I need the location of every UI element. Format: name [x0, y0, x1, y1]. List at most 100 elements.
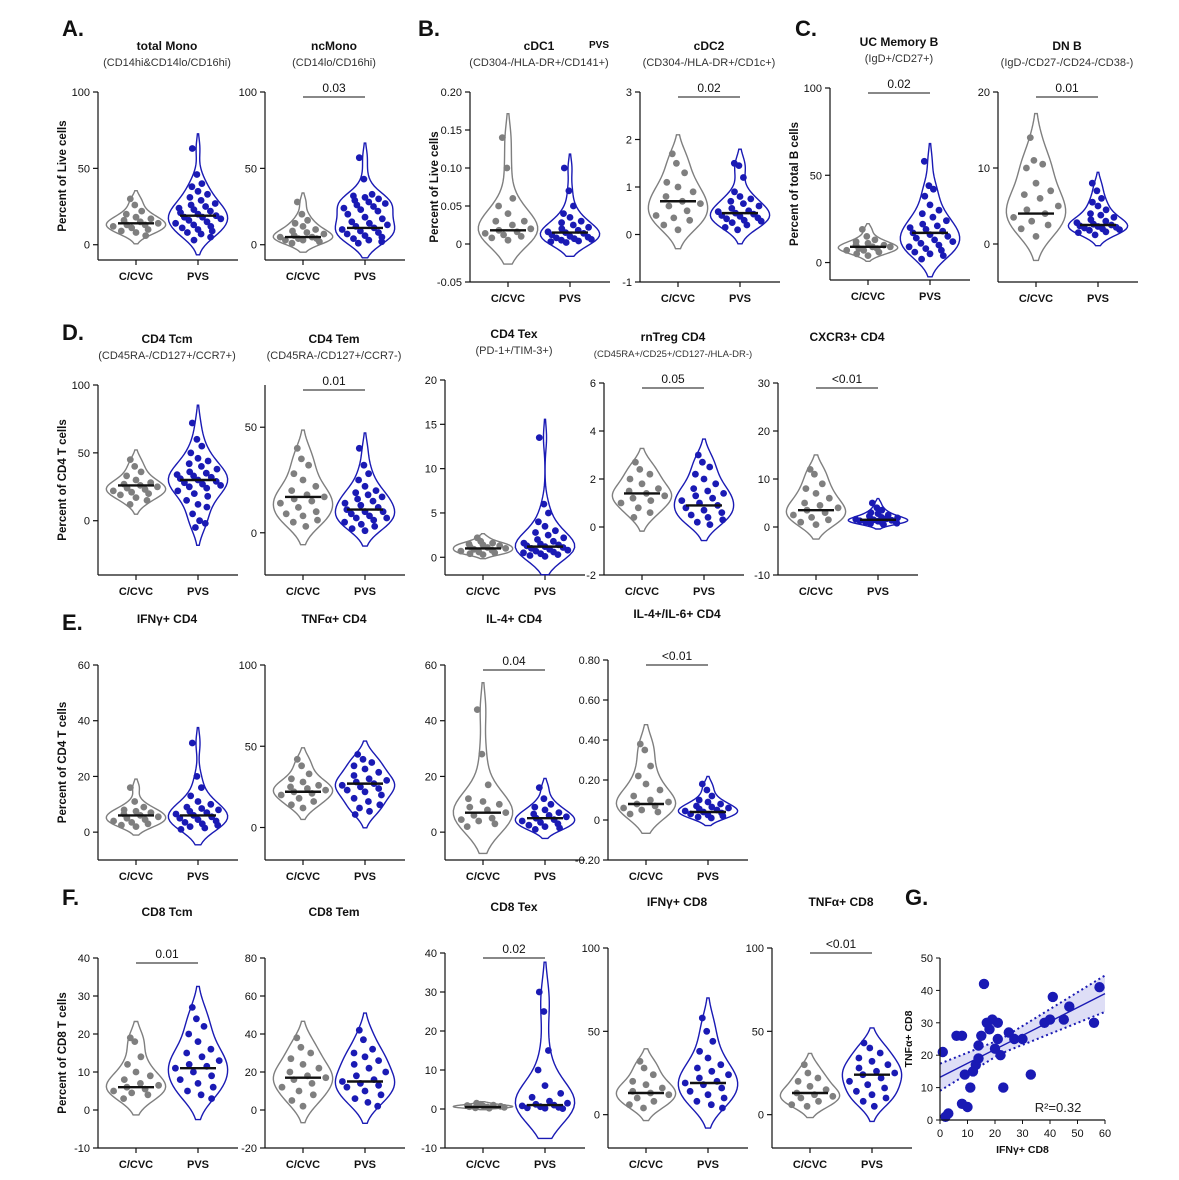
data-point — [213, 465, 221, 473]
data-point — [378, 215, 386, 223]
data-point — [1026, 134, 1034, 142]
y-tick-label: 0.10 — [441, 163, 462, 175]
data-point — [569, 221, 577, 229]
data-point — [187, 449, 195, 457]
chart-panel-3: cDC2 (CD304-/HLA-DR+/CD1c+) -1 0 1 2 3 C/CVC PVS… — [622, 39, 780, 305]
data-point — [626, 475, 634, 483]
data-point — [704, 1054, 712, 1062]
data-point — [526, 552, 534, 559]
data-point — [577, 217, 585, 225]
data-point — [369, 1045, 376, 1053]
violin-pvs — [677, 775, 739, 827]
data-point — [188, 145, 196, 152]
data-point — [735, 162, 743, 170]
data-point — [706, 521, 714, 528]
y-tick-label: 0 — [431, 1104, 437, 1116]
violin-control — [105, 778, 167, 836]
data-point — [348, 218, 356, 226]
data-point — [361, 232, 369, 240]
y-tick-label: 30 — [758, 378, 770, 390]
data-point — [709, 1037, 717, 1045]
data-point — [375, 229, 382, 236]
violin-control — [272, 747, 334, 821]
violin-control — [272, 429, 334, 546]
data-point — [696, 1074, 703, 1082]
violin-pvs — [514, 418, 576, 576]
data-point — [351, 811, 359, 818]
chart-panel-1: ncMono (CD14lo/CD16hi) 0 50 100 C/CVC PVS 0.03 — [239, 39, 405, 283]
data-point — [137, 468, 145, 476]
violin-control — [452, 533, 514, 560]
confidence-upper — [939, 974, 1106, 1065]
data-point — [720, 490, 727, 497]
data-point — [376, 801, 384, 809]
data-point — [504, 210, 512, 218]
data-point — [351, 1095, 359, 1102]
violin-control — [837, 222, 899, 262]
data-point — [185, 216, 193, 224]
data-point — [132, 1068, 140, 1076]
data-point — [368, 759, 376, 766]
data-point — [194, 187, 202, 195]
data-point — [655, 485, 662, 492]
data-point — [383, 514, 391, 522]
chart-title: IFNγ+ CD4 — [137, 612, 198, 626]
chart-title: CD8 Tcm — [141, 905, 192, 919]
data-point — [956, 1030, 968, 1042]
data-point — [479, 551, 487, 558]
data-point — [1102, 206, 1110, 214]
data-point — [353, 201, 361, 209]
data-point — [535, 988, 543, 996]
data-point — [725, 1071, 732, 1079]
data-point — [708, 792, 716, 800]
data-point — [286, 1068, 294, 1076]
data-point — [146, 1072, 154, 1080]
chart-panel-10: CXCR3+ CD4 -10 0 10 20 30 C/CVC PVS <0.01 — [754, 330, 918, 598]
chart-title: rnTreg CD4 — [641, 330, 706, 344]
violin-control — [105, 449, 167, 515]
data-point — [295, 794, 303, 802]
data-point — [299, 236, 307, 244]
data-point — [184, 1087, 191, 1095]
data-point — [703, 786, 711, 794]
data-point — [719, 812, 727, 820]
data-point — [478, 750, 486, 758]
data-point — [208, 227, 216, 235]
data-point — [132, 229, 140, 236]
data-point — [299, 512, 307, 520]
data-point — [341, 499, 349, 507]
data-point — [369, 497, 377, 505]
data-point — [630, 514, 638, 521]
y-tick-label: 0 — [251, 528, 257, 540]
panel-letter: F. — [62, 885, 79, 910]
data-point — [834, 504, 842, 512]
data-point — [559, 1105, 567, 1112]
violin-pvs — [841, 1027, 903, 1123]
data-point — [297, 1043, 305, 1051]
y-axis-label: Percent of total B cells — [789, 122, 801, 246]
chart-title: ncMono — [311, 39, 357, 53]
y-tick-label: -20 — [241, 1143, 257, 1155]
data-point — [535, 434, 543, 441]
data-point — [864, 252, 872, 259]
data-point — [178, 224, 186, 232]
chart-subtitle: (CD14hi&CD14lo/CD16hi) — [103, 57, 231, 69]
data-point — [723, 215, 730, 223]
data-point — [144, 820, 152, 828]
chart-subtitle: (CD14lo/CD16hi) — [292, 57, 376, 69]
chart-panel-correlation: 0 10 20 30 40 50 0 10 20 30 40 50 60 IFNγ+ CD8 TNFα+ C… — [903, 953, 1111, 1156]
x-tick-label: 40 — [1044, 1128, 1056, 1140]
data-point — [207, 233, 215, 241]
data-point — [943, 217, 950, 225]
data-point — [181, 819, 189, 826]
data-point — [293, 755, 301, 763]
data-point — [466, 803, 474, 811]
data-point — [203, 503, 211, 511]
y-tick-label: 10 — [978, 163, 990, 175]
data-point — [463, 823, 471, 830]
data-point — [658, 1084, 666, 1092]
data-point — [479, 798, 487, 805]
y-tick-label: 50 — [78, 448, 90, 460]
x-tick-label: C/CVC — [466, 586, 500, 598]
data-point — [498, 134, 506, 142]
